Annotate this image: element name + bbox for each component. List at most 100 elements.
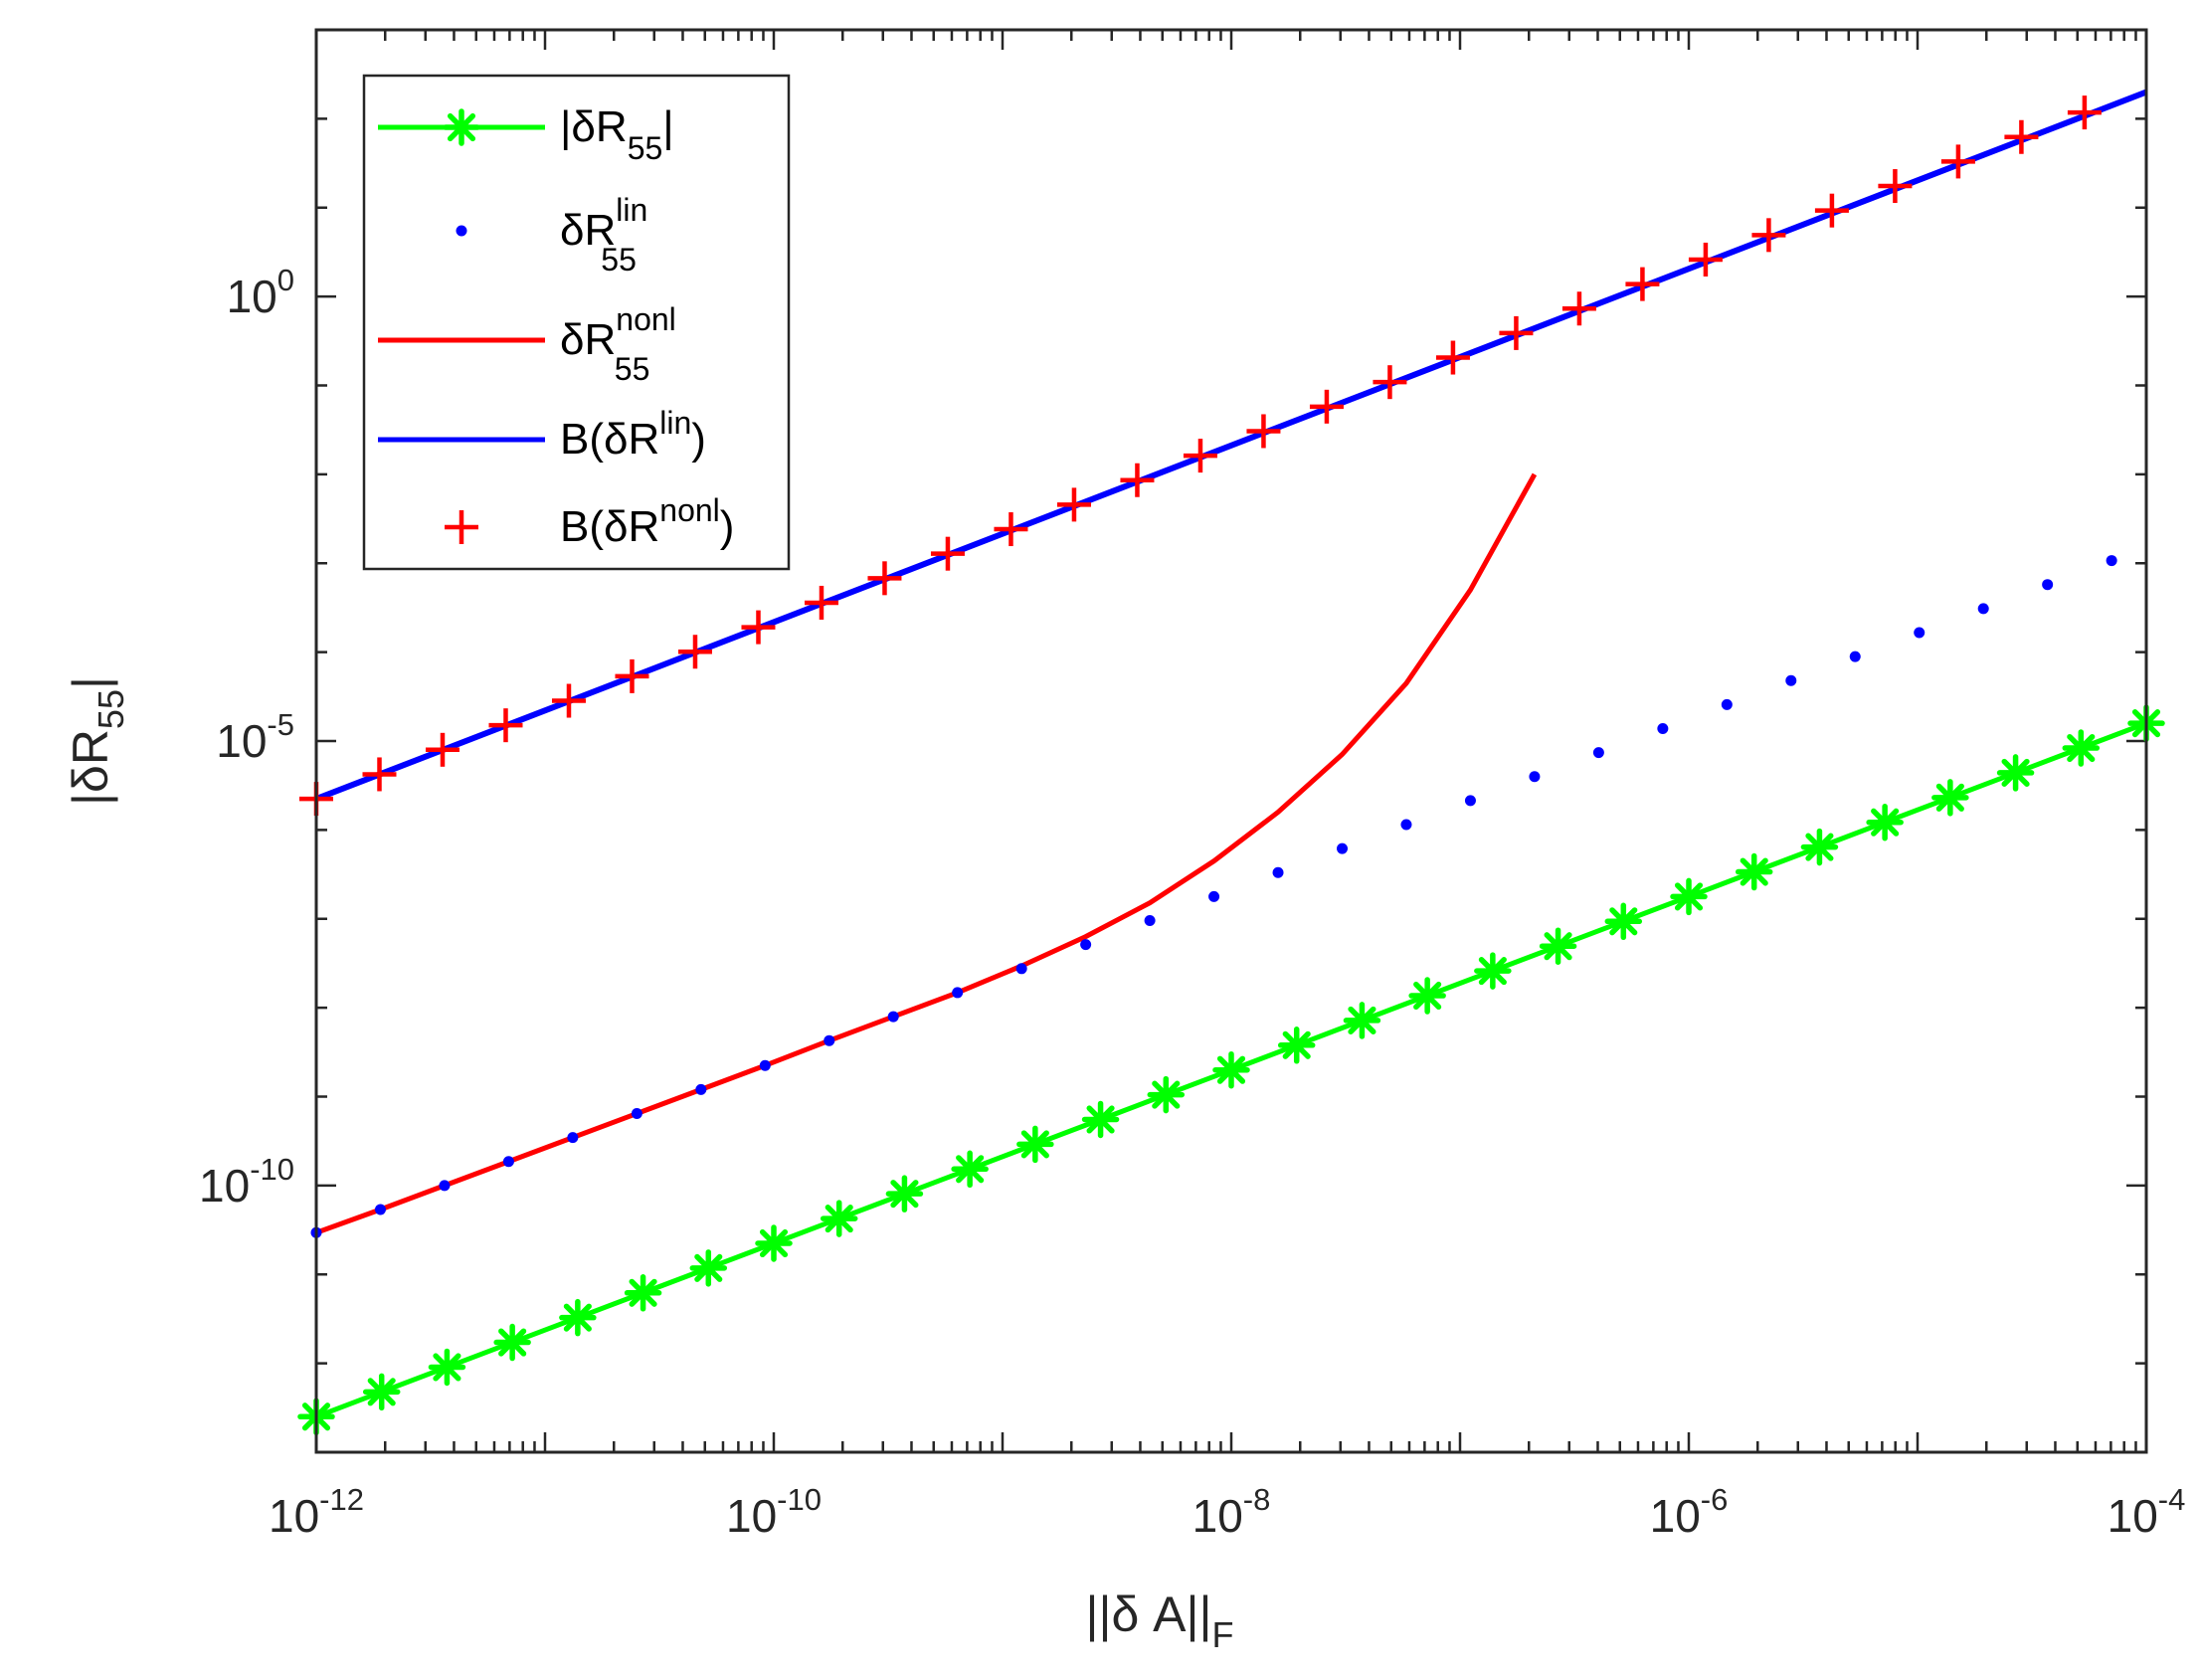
dr55-lin-point bbox=[1015, 963, 1027, 975]
dr55-lin-point bbox=[1080, 939, 1092, 951]
abs-dr55-point bbox=[1343, 1002, 1381, 1039]
legend-item: δRnonl 55 bbox=[378, 301, 676, 387]
bound-nonl-point bbox=[804, 585, 838, 620]
bound-nonl-point bbox=[867, 561, 902, 596]
dr55-lin-point bbox=[374, 1204, 386, 1215]
legend-plus-marker bbox=[445, 510, 478, 544]
star-stroke bbox=[759, 1228, 789, 1258]
x-tick-label: 10-12 bbox=[269, 1482, 364, 1542]
dr55-lin-point bbox=[2106, 555, 2117, 567]
dr55-lin-point bbox=[1592, 747, 1604, 759]
star-stroke bbox=[1674, 882, 1704, 911]
dr55-lin-point bbox=[1529, 771, 1541, 783]
bound-nonl-point bbox=[488, 708, 523, 743]
dr55-lin-point bbox=[1144, 915, 1156, 927]
dr55-lin-point bbox=[1977, 603, 1989, 615]
bound-nonl-point bbox=[1940, 144, 1975, 179]
dr55-lin-point bbox=[1657, 722, 1669, 734]
bound-nonl-point bbox=[2067, 95, 2102, 130]
star-stroke bbox=[1413, 981, 1442, 1011]
star-stroke bbox=[1152, 1080, 1181, 1109]
star-stroke bbox=[498, 1328, 527, 1357]
star-stroke bbox=[1740, 857, 1768, 886]
abs-dr55-point bbox=[428, 1348, 466, 1387]
dr55-lin-point bbox=[887, 1011, 899, 1023]
abs-dr55-point bbox=[1474, 952, 1512, 990]
bound-nonl-point bbox=[1499, 315, 1534, 350]
abs-dr55-point bbox=[689, 1249, 728, 1287]
legend-label: B(δRnonl) bbox=[560, 492, 734, 551]
marker-layer bbox=[297, 95, 2165, 1435]
star-stroke bbox=[1805, 833, 1834, 861]
abs-dr55-point bbox=[1996, 754, 2035, 792]
x-axis-label: ||δ A||F bbox=[1085, 1587, 1233, 1655]
x-tick-label: 10-8 bbox=[1192, 1482, 1271, 1542]
legend: |δR55| δRlin 55 δRnonl 55 B(δRlin) B(δRnonl) bbox=[362, 74, 791, 571]
bound-nonl-point bbox=[615, 658, 649, 693]
dr55-lin-point bbox=[1464, 795, 1476, 807]
abs-dr55-point bbox=[362, 1373, 401, 1411]
abs-dr55-point bbox=[624, 1274, 662, 1312]
dr55-lin-point bbox=[759, 1059, 771, 1071]
dr55-lin-point bbox=[1208, 890, 1220, 902]
star-stroke bbox=[447, 112, 476, 142]
abs-dr55-point bbox=[1604, 902, 1643, 941]
dr55-lin-point bbox=[824, 1034, 835, 1046]
bound-nonl-point bbox=[1373, 365, 1407, 400]
star-stroke bbox=[1871, 808, 1900, 837]
star-stroke bbox=[2067, 733, 2096, 763]
bound-nonl-point bbox=[2004, 119, 2039, 154]
y-tick-label: 10-5 bbox=[216, 707, 294, 767]
y-axis-label: |δR55| bbox=[63, 676, 131, 806]
abs-dr55-point bbox=[1016, 1125, 1054, 1164]
bound-nonl-point bbox=[1878, 169, 1913, 204]
star-stroke bbox=[433, 1353, 461, 1382]
x-tick-label: 10-6 bbox=[1650, 1482, 1729, 1542]
dr55-lin-point bbox=[2042, 579, 2054, 591]
star-stroke bbox=[1216, 1055, 1246, 1084]
star-stroke bbox=[563, 1303, 592, 1332]
abs-dr55-point bbox=[820, 1200, 858, 1237]
dr55-lin-point bbox=[1721, 698, 1733, 710]
bound-nonl-point bbox=[1625, 267, 1660, 301]
star-stroke bbox=[890, 1180, 919, 1209]
dr55-lin-point bbox=[567, 1132, 579, 1144]
bound-nonl-point bbox=[1246, 414, 1281, 449]
tick-labels: 10-12 10-10 10-8 10-6 10-4 10-10 10-5 100 bbox=[199, 263, 2185, 1542]
star-stroke bbox=[1478, 957, 1507, 986]
legend-label: δRnonl 55 bbox=[560, 301, 676, 387]
legend-item: δRlin 55 bbox=[456, 192, 647, 278]
abs-dr55-point bbox=[1866, 803, 1904, 841]
star-stroke bbox=[1935, 783, 1964, 812]
y-tick-label: 10-10 bbox=[199, 1152, 294, 1212]
bound-nonl-point bbox=[1309, 389, 1344, 424]
bound-nonl-point bbox=[1435, 340, 1470, 375]
dr55-lin-point bbox=[952, 987, 964, 999]
star-stroke bbox=[1609, 907, 1638, 936]
abs-dr55-point bbox=[1800, 828, 1839, 866]
x-tick-label: 10-10 bbox=[726, 1482, 822, 1542]
bound-nonl-point bbox=[1751, 218, 1786, 253]
abs-dr55-point bbox=[559, 1298, 597, 1337]
star-stroke bbox=[1020, 1130, 1049, 1159]
abs-dr55-point bbox=[1212, 1050, 1250, 1089]
dr55-lin-point bbox=[631, 1107, 642, 1119]
bound-nonl-point bbox=[930, 536, 965, 571]
legend-box bbox=[362, 74, 791, 571]
bound-nonl-point bbox=[425, 732, 459, 767]
legend-item: |δR55| bbox=[378, 102, 674, 166]
legend-star-marker bbox=[443, 108, 480, 146]
dr55-lin-point bbox=[1785, 674, 1797, 686]
x-tick-label: 10-4 bbox=[2108, 1482, 2186, 1542]
legend-dot-marker bbox=[456, 225, 467, 237]
star-stroke bbox=[1086, 1105, 1115, 1134]
abs-dr55-point bbox=[1735, 852, 1773, 891]
bound-nonl-point bbox=[1183, 439, 1217, 473]
abs-dr55-point bbox=[1147, 1075, 1186, 1114]
abs-dr55-point bbox=[1408, 977, 1446, 1015]
dr55-lin-point bbox=[1400, 819, 1412, 831]
dr55-lin-point bbox=[1272, 866, 1284, 878]
series-line-dr55-nonl bbox=[316, 472, 1538, 1235]
bound-nonl-point bbox=[551, 683, 586, 718]
